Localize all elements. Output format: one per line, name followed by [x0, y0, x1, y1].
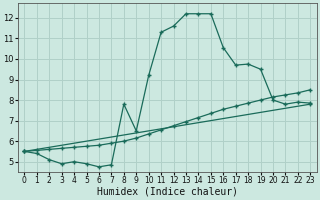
X-axis label: Humidex (Indice chaleur): Humidex (Indice chaleur) — [97, 187, 238, 197]
